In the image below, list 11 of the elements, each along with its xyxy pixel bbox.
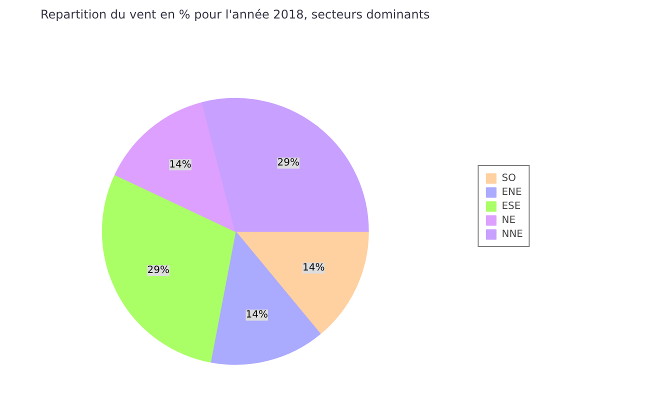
data-label: 14% bbox=[169, 159, 192, 170]
legend-label: SO bbox=[502, 172, 517, 184]
data-label: 14% bbox=[302, 262, 325, 274]
legend-label: ENE bbox=[502, 186, 522, 198]
chart-title: Repartition du vent en % pour l'année 2018, secteurs dominants bbox=[40, 8, 430, 22]
legend-label: ESE bbox=[502, 200, 522, 212]
data-label: 29% bbox=[277, 158, 300, 169]
data-label: 29% bbox=[147, 265, 170, 276]
legend-label: NE bbox=[502, 214, 517, 226]
data-label: 14% bbox=[246, 310, 268, 321]
legend-label: NNE bbox=[502, 228, 523, 240]
